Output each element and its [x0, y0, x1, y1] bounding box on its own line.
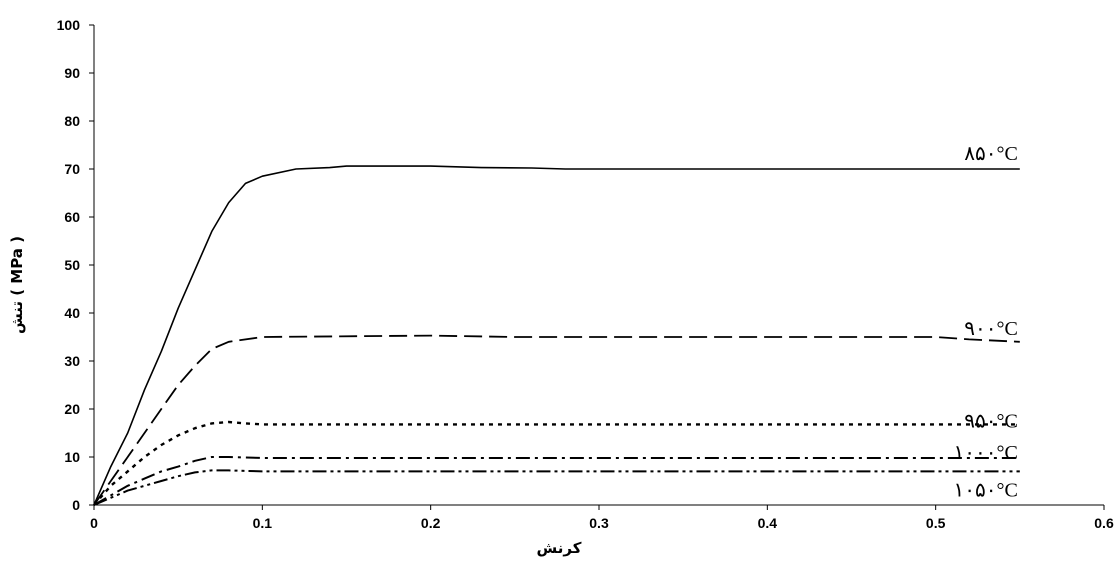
series-lines [93, 165, 1020, 506]
series-line-4 [93, 456, 1020, 506]
x-axis-title: کرنش [537, 539, 582, 557]
y-tick-label: 80 [64, 113, 80, 129]
x-tick-label: 0.3 [589, 515, 609, 531]
y-tick-label: 90 [64, 65, 80, 81]
y-tick-label: 0 [72, 497, 80, 513]
y-tick-label: 10 [64, 449, 80, 465]
series-line-1 [93, 165, 1020, 506]
y-tick-label: 60 [64, 209, 80, 225]
series-label-2: ۹۰۰°C [964, 318, 1018, 340]
x-tick-label: 0.6 [1094, 515, 1114, 531]
series-line-3 [93, 420, 1020, 506]
series-labels: ۸۵۰°C ۹۰۰°C ۹۵۰°C ۱۰۰۰°C ۱۰۵۰°C [954, 143, 1018, 501]
series-label-3: ۹۵۰°C [964, 410, 1018, 432]
series-line-5 [93, 469, 1020, 506]
y-tick-label: 30 [64, 353, 80, 369]
y-axis-title: تنش ( MPa ) [8, 236, 26, 334]
y-tick-label: 40 [64, 305, 80, 321]
y-tick-label: 50 [64, 257, 80, 273]
x-tick-label: 0.2 [421, 515, 441, 531]
series-line-2 [93, 334, 1020, 506]
series-label-5: ۱۰۵۰°C [954, 479, 1018, 501]
x-tick-label: 0.5 [926, 515, 946, 531]
series-label-1: ۸۵۰°C [964, 143, 1018, 165]
tick-labels: 0 10 20 30 40 50 60 70 80 90 100 0 0.1 0.2 0.3 0.4 0.5 0.… [57, 17, 1114, 531]
y-tick-label: 20 [64, 401, 80, 417]
axes [89, 24, 1105, 510]
series-label-4: ۱۰۰۰°C [954, 442, 1018, 464]
x-tick-label: 0.1 [253, 515, 273, 531]
x-tick-label: 0.4 [758, 515, 778, 531]
y-tick-label: 100 [57, 17, 81, 33]
x-tick-label: 0 [90, 515, 98, 531]
y-tick-label: 70 [64, 161, 80, 177]
